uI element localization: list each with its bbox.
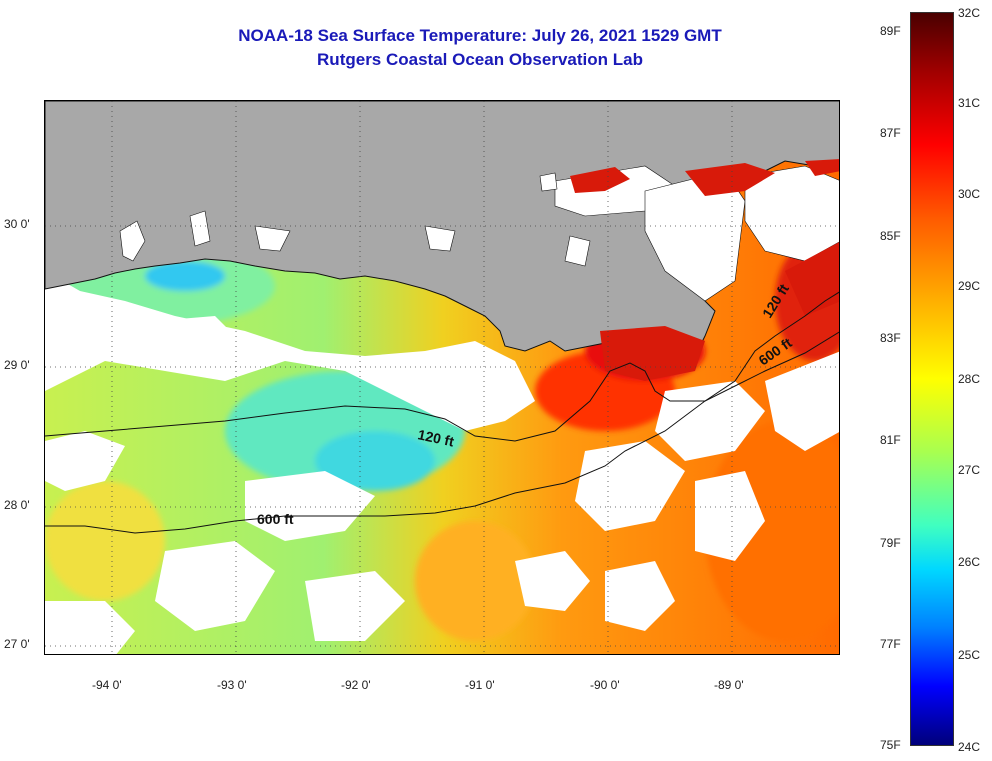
map-title: NOAA-18 Sea Surface Temperature: July 26… bbox=[238, 26, 722, 45]
colorbar-c-25: 25C bbox=[958, 648, 981, 662]
contour-600ft bbox=[45, 331, 839, 534]
lat-label-30: 30 0' bbox=[4, 217, 30, 231]
colorbar-c-31: 31C bbox=[958, 96, 981, 110]
map-subtitle: Rutgers Coastal Ocean Observation Lab bbox=[317, 50, 643, 69]
lon-label-93: -93 0' bbox=[217, 678, 247, 692]
lon-label-90: -90 0' bbox=[590, 678, 620, 692]
colorbar-c-32: 32C bbox=[958, 6, 981, 20]
cloud-cover bbox=[45, 271, 839, 654]
sst-map: 120 ft 600 ft 120 ft 600 ft bbox=[44, 100, 840, 655]
contour-120ft bbox=[45, 291, 839, 442]
lon-label-92: -92 0' bbox=[341, 678, 371, 692]
contour-label-600-west: 600 ft bbox=[257, 511, 294, 527]
warm-coastal-water bbox=[570, 159, 839, 381]
colorbar-c-28: 28C bbox=[958, 372, 981, 386]
colorbar-c-27: 27C bbox=[958, 463, 981, 477]
lon-label-89: -89 0' bbox=[714, 678, 744, 692]
colorbar-f-85: 85F bbox=[880, 229, 901, 243]
colorbar-f-75: 75F bbox=[880, 738, 901, 752]
colorbar-f-87: 87F bbox=[880, 126, 901, 140]
colorbar-f-81: 81F bbox=[880, 433, 901, 447]
colorbar-c-30: 30C bbox=[958, 187, 981, 201]
colorbar-f-89: 89F bbox=[880, 24, 901, 38]
lon-label-94: -94 0' bbox=[92, 678, 122, 692]
lat-label-27: 27 0' bbox=[4, 637, 30, 651]
colorbar-c-24: 24C bbox=[958, 740, 981, 754]
colorbar-c-29: 29C bbox=[958, 279, 981, 293]
colorbar-f-77: 77F bbox=[880, 637, 901, 651]
colorbar-f-79: 79F bbox=[880, 536, 901, 550]
colorbar-f-83: 83F bbox=[880, 331, 901, 345]
lat-label-28: 28 0' bbox=[4, 498, 30, 512]
temperature-colorbar bbox=[910, 12, 954, 746]
contour-label-120-west: 120 ft bbox=[416, 426, 455, 449]
lat-label-29: 29 0' bbox=[4, 358, 30, 372]
lon-label-91: -91 0' bbox=[465, 678, 495, 692]
colorbar-c-26: 26C bbox=[958, 555, 981, 569]
